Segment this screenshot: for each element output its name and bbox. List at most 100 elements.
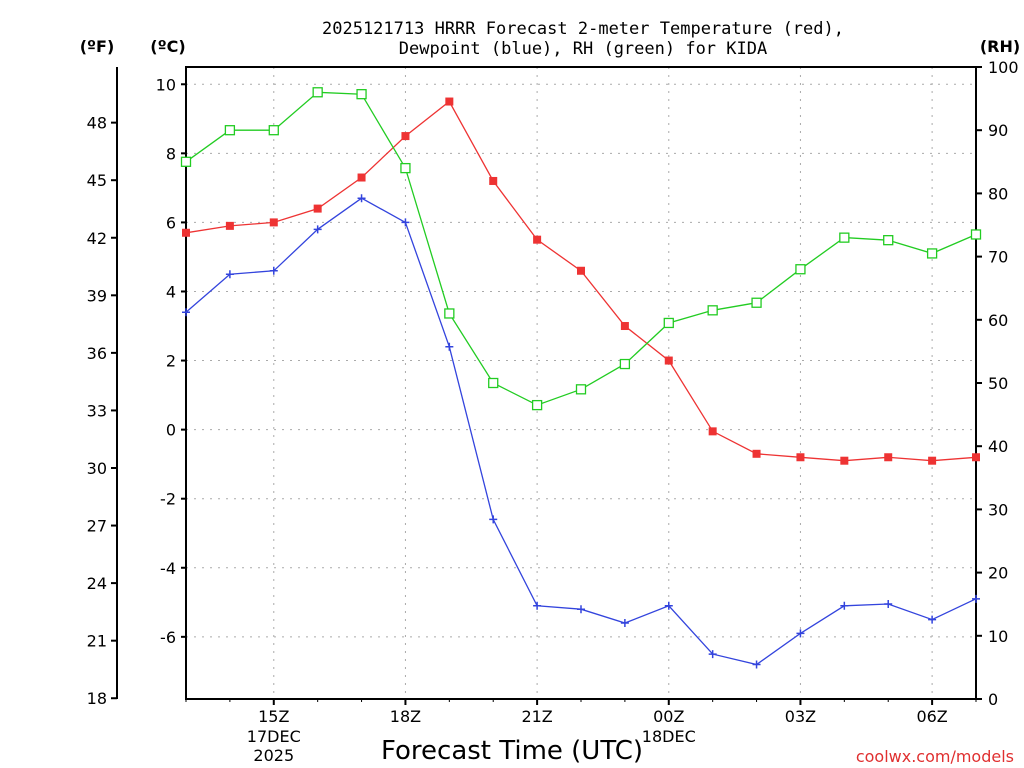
fahrenheit-tick-label-8: 42 bbox=[87, 229, 107, 248]
rh-point-14 bbox=[795, 264, 806, 275]
dewpoint-point-14 bbox=[796, 629, 805, 638]
chart-title-line-1: 2025121713 HRRR Forecast 2-meter Tempera… bbox=[322, 19, 844, 39]
rh-line bbox=[185, 91, 977, 406]
rh-point-3 bbox=[312, 87, 323, 98]
dewpoint-point-1 bbox=[225, 270, 234, 279]
dewpoint-point-8 bbox=[533, 601, 542, 610]
fahrenheit-tick-label-10: 48 bbox=[87, 114, 107, 133]
temperature-point-0 bbox=[182, 228, 190, 237]
dewpoint-point-15 bbox=[840, 601, 849, 610]
gridlines bbox=[186, 67, 976, 699]
rh-point-1 bbox=[224, 125, 236, 136]
rh-point-6 bbox=[444, 308, 455, 319]
rh-tick-label-1: 10 bbox=[988, 627, 1008, 646]
rh-tick-label-0: 0 bbox=[988, 690, 998, 709]
chart-title-line-2: Dewpoint (blue), RH (green) for KIDA bbox=[399, 39, 767, 59]
rh-point-10 bbox=[619, 358, 631, 370]
rh-point-0 bbox=[180, 156, 192, 167]
dewpoint-point-18 bbox=[972, 594, 980, 603]
celsius-axis-unit: (ºC) bbox=[150, 37, 185, 56]
fahrenheit-tick-label-3: 27 bbox=[87, 517, 107, 536]
rh-point-12 bbox=[707, 305, 718, 316]
dewpoint-point-12 bbox=[708, 650, 717, 659]
temperature-point-11 bbox=[664, 356, 673, 365]
data-series bbox=[180, 87, 982, 669]
rh-tick-label-9: 90 bbox=[988, 121, 1008, 140]
plot-frame bbox=[185, 66, 977, 700]
rh-tick-label-6: 60 bbox=[988, 311, 1008, 330]
temperature-point-17 bbox=[928, 456, 937, 465]
temperature-point-18 bbox=[972, 453, 980, 462]
temperature-point-12 bbox=[708, 427, 717, 436]
celsius-tick-label-2: -2 bbox=[160, 490, 176, 509]
celsius-tick-label-1: -4 bbox=[160, 559, 176, 578]
x-tick-label-2: 21Z bbox=[521, 707, 552, 726]
x-tick-year-0: 2025 bbox=[253, 746, 294, 765]
temperature-point-1 bbox=[225, 221, 234, 230]
rh-point-15 bbox=[839, 232, 850, 243]
dewpoint-point-17 bbox=[928, 615, 937, 624]
x-axis-label: Forecast Time (UTC) bbox=[381, 736, 643, 766]
temperature-point-7 bbox=[489, 176, 498, 185]
rh-point-13 bbox=[751, 297, 762, 308]
rh-tick-label-4: 40 bbox=[988, 437, 1008, 456]
temperature-point-8 bbox=[533, 235, 542, 244]
dewpoint-point-5 bbox=[401, 218, 410, 227]
rh-axis-unit: (RH) bbox=[980, 37, 1020, 56]
dewpoint-point-7 bbox=[489, 515, 498, 524]
x-tick-label-5: 06Z bbox=[916, 707, 947, 726]
dewpoint-point-4 bbox=[357, 194, 366, 203]
rh-point-16 bbox=[883, 235, 894, 246]
celsius-tick-label-6: 6 bbox=[166, 213, 176, 232]
fahrenheit-tick-label-0: 18 bbox=[87, 689, 107, 708]
rh-point-17 bbox=[926, 248, 938, 259]
dewpoint-point-11 bbox=[664, 601, 673, 610]
rh-tick-label-5: 50 bbox=[988, 374, 1008, 393]
fahrenheit-tick-label-2: 24 bbox=[87, 574, 107, 593]
dewpoint-point-16 bbox=[884, 600, 893, 609]
rh-point-18 bbox=[970, 229, 982, 240]
rh-point-7 bbox=[488, 377, 499, 389]
x-tick-label-1: 18Z bbox=[390, 707, 421, 726]
dewpoint-point-13 bbox=[752, 660, 761, 669]
dewpoint-point-9 bbox=[577, 605, 585, 614]
x-tick-label-4: 03Z bbox=[785, 707, 816, 726]
fahrenheit-tick-label-1: 21 bbox=[87, 632, 107, 651]
rh-tick-label-8: 80 bbox=[988, 184, 1008, 203]
celsius-tick-label-8: 10 bbox=[156, 75, 176, 94]
rh-tick-label-10: 100 bbox=[988, 58, 1019, 77]
x-tick-label-3: 00Z bbox=[653, 707, 684, 726]
temperature-point-15 bbox=[840, 456, 849, 465]
celsius-tick-label-0: -6 bbox=[160, 628, 176, 647]
temperature-point-16 bbox=[884, 453, 893, 462]
fahrenheit-tick-label-9: 45 bbox=[87, 171, 107, 190]
temperature-point-14 bbox=[796, 453, 805, 462]
celsius-tick-label-7: 8 bbox=[166, 144, 176, 163]
fahrenheit-tick-label-7: 39 bbox=[87, 286, 107, 305]
fahrenheit-tick-label-5: 33 bbox=[87, 401, 107, 420]
x-tick-label-0: 15Z bbox=[258, 707, 289, 726]
dewpoint-point-3 bbox=[313, 225, 322, 234]
celsius-tick-label-3: 0 bbox=[166, 421, 176, 440]
fahrenheit-tick-label-4: 30 bbox=[87, 459, 107, 478]
celsius-tick-label-4: 2 bbox=[166, 352, 176, 371]
temperature-point-13 bbox=[752, 449, 761, 458]
fahrenheit-axis-unit: (ºF) bbox=[80, 37, 115, 56]
temperature-point-9 bbox=[577, 266, 585, 275]
temperature-point-2 bbox=[269, 218, 278, 227]
rh-point-2 bbox=[268, 125, 279, 136]
rh-point-11 bbox=[663, 317, 674, 329]
dewpoint-point-6 bbox=[445, 342, 454, 351]
temperature-point-6 bbox=[445, 97, 454, 106]
rh-tick-label-3: 30 bbox=[988, 500, 1008, 519]
temperature-point-4 bbox=[357, 173, 366, 182]
temperature-point-3 bbox=[313, 204, 322, 213]
temperature-point-5 bbox=[401, 132, 410, 141]
celsius-tick-label-5: 4 bbox=[166, 282, 176, 301]
dewpoint-point-0 bbox=[182, 308, 190, 317]
source-credit: coolwx.com/models bbox=[856, 747, 1014, 766]
rh-point-9 bbox=[575, 384, 587, 395]
rh-point-4 bbox=[356, 89, 367, 100]
